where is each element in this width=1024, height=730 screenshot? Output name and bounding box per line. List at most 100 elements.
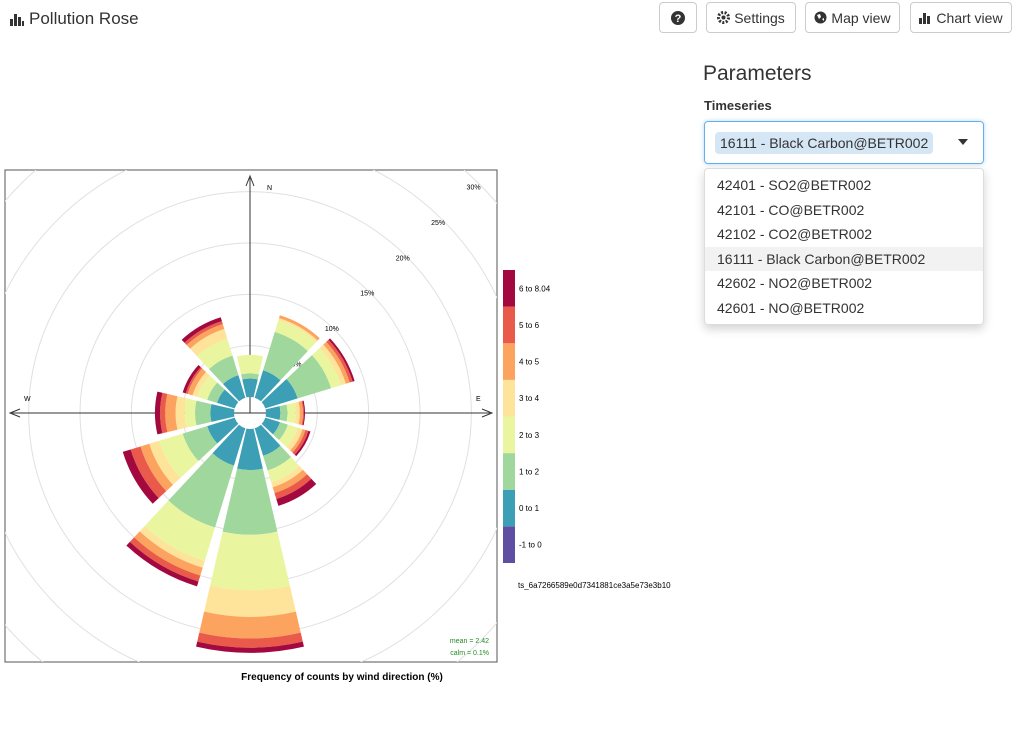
rose-segment [182,426,218,462]
rose-segment [140,443,173,492]
rose-segment [254,424,281,456]
rose-segment [139,526,205,568]
ring-label: 10% [325,326,339,333]
rose-segment [278,424,298,448]
rose-segment [294,430,311,457]
chart-icon [10,14,24,26]
rose-segment [272,469,308,494]
dropdown-option[interactable]: 16111 - Black Carbon@BETR002 [705,246,983,271]
rose-segment [130,446,167,499]
rose-segment [272,422,288,441]
legend-swatch [503,416,515,454]
rose-segment [197,338,233,370]
rose-segment [194,400,212,426]
legend-label: 3 to 4 [519,394,540,403]
rose-segment [210,531,290,591]
rose-segment [242,378,258,398]
rose-segment [126,541,199,587]
rose-segment [182,364,201,394]
rose-segment [263,331,308,381]
map-view-button[interactable]: Map view [805,2,900,33]
rose-segment [279,404,288,422]
legend-label: 5 to 6 [519,321,540,330]
arrow [8,408,494,418]
rose-segment [165,393,178,433]
rose-segment [160,392,168,434]
ring-label: 20% [396,255,410,262]
arrow [245,174,255,187]
help-button[interactable]: ? [659,2,697,33]
rose-segment [292,429,309,455]
legend-label: -1 to 0 [519,541,542,550]
dropdown-option[interactable]: 42101 - CO@BETR002 [717,201,865,218]
rose-segment [323,341,350,384]
rose-segment [286,355,332,399]
rose-segment [265,406,281,420]
rose-segment [274,474,312,499]
rose-segment [301,400,304,426]
legend-swatch [503,489,515,527]
button-label: Chart view [936,9,1003,26]
selected-chip: 16111 - Black Carbon@BETR002 [715,132,934,154]
dropdown-option[interactable]: 42601 - NO@BETR002 [717,299,865,316]
rose-segment [184,321,223,345]
rose-segment [261,378,298,409]
rose-segment [254,370,281,402]
chart: Frequency of counts by wind direction (%… [4,169,671,683]
button-label: Map view [831,9,891,26]
dropdown-option[interactable]: 42602 - NO2@BETR002 [717,275,873,291]
rose-segment [192,371,210,397]
legend-label: 2 to 3 [519,431,540,440]
compass-label: W [24,396,31,403]
legend-swatch [503,453,515,490]
rose-segment [328,338,355,382]
ring-label: 25% [431,220,445,227]
rose-segment [302,400,306,426]
rose-segment [196,641,304,653]
settings-button[interactable]: Settings [706,2,796,33]
rose-segment [298,401,303,425]
rose-segment [175,396,187,430]
title-text: Pollution Rose [29,9,139,28]
rose-segment [261,417,281,435]
legend-label: 6 to 8.04 [519,284,551,293]
ring-label: 5% [291,362,301,369]
rose-segment [168,453,234,528]
rose-segment [294,401,300,425]
rose-segment [267,456,300,483]
dropdown-menu: 42401 - SO2@BETR002 42101 - CO@BETR002 421… [704,168,984,325]
rose-segment [278,318,318,342]
panel-title: Parameters [703,62,812,85]
button-label: Settings [734,9,785,26]
app-title: Pollution Rose [10,9,139,29]
rose-segment [159,433,199,478]
rose-segment [190,328,228,357]
chart-view-button[interactable]: Chart view [910,2,1012,33]
ring-label: 15% [360,291,374,298]
rose-segment [144,500,216,561]
rose-segment [208,355,239,385]
caret [958,139,968,145]
rose-segment [129,537,201,582]
rose-segment [197,632,303,648]
select-box[interactable]: 16111 - Black Carbon@BETR002 [704,121,984,164]
rose-segment [278,315,320,341]
rose-segment [222,468,278,535]
compass-label: N [267,185,272,192]
dropdown-option[interactable]: 42102 - CO2@BETR002 [717,226,873,242]
svg-text:?: ? [675,13,682,25]
rose-segment [276,478,317,506]
dropdown-option[interactable]: 42401 - SO2@BETR002 [717,177,872,193]
legend-label: 0 to 1 [519,504,540,513]
rose-segment [210,404,235,422]
rose-segment [186,324,225,349]
legend-swatch [503,306,515,344]
rose-segment [326,339,353,383]
rose-segment [263,445,292,471]
rose-segment [236,354,264,375]
rose-segment [290,429,306,453]
rose-segment [204,585,296,617]
rose-segment [241,373,259,380]
rose-segment [286,427,303,451]
